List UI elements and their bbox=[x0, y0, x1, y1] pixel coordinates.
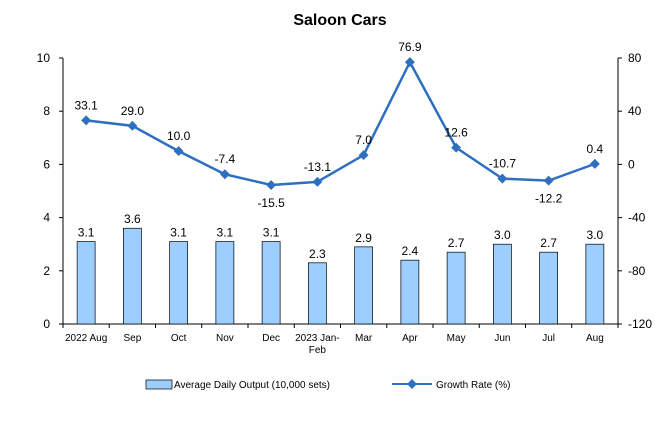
bar-data-label: 2.7 bbox=[540, 236, 557, 250]
x-tick-label: Apr bbox=[402, 333, 418, 344]
y-right-tick-label: -80 bbox=[628, 264, 646, 278]
legend-line-label: Growth Rate (%) bbox=[436, 380, 510, 391]
line-data-label: 0.4 bbox=[587, 142, 604, 156]
y-left-tick-label: 10 bbox=[37, 51, 51, 65]
bar-data-label: 3.6 bbox=[124, 212, 141, 226]
y-left-tick-label: 8 bbox=[43, 104, 50, 118]
line-point bbox=[404, 57, 415, 68]
line-data-label: -13.1 bbox=[304, 160, 332, 174]
y-right-tick-label: 40 bbox=[628, 104, 642, 118]
bar bbox=[215, 241, 235, 325]
legend: Average Daily Output (10,000 sets) Growt… bbox=[145, 379, 510, 391]
line-point bbox=[312, 176, 323, 187]
line-point bbox=[589, 158, 600, 169]
x-tick-label: 2022 Aug bbox=[65, 333, 107, 344]
x-tick-label: Sep bbox=[123, 333, 141, 344]
line-point bbox=[543, 175, 554, 186]
line-data-label: -7.4 bbox=[215, 152, 236, 166]
y-right-tick-label: -40 bbox=[628, 211, 646, 225]
line-data-label: 33.1 bbox=[74, 98, 98, 112]
legend-bar-swatch bbox=[145, 379, 173, 390]
x-tick-label: Mar bbox=[355, 333, 373, 344]
line-series: 33.1 29.0 10.0 -7.4 -15.5 -13.1 7.0 76.9 12.6 -10… bbox=[74, 40, 603, 210]
x-tick-label: Jun bbox=[494, 333, 510, 344]
bar bbox=[169, 241, 188, 325]
line-point bbox=[266, 180, 277, 190]
bar-data-label: 3.1 bbox=[217, 226, 234, 240]
bar-data-label: 3.0 bbox=[587, 228, 604, 242]
line-point bbox=[219, 169, 230, 180]
line-data-label: 76.9 bbox=[398, 40, 422, 54]
y-left-tick-label: 4 bbox=[43, 211, 50, 225]
bar-data-label: 3.1 bbox=[170, 226, 187, 240]
chart-title: Saloon Cars bbox=[293, 12, 386, 29]
bar-data-label: 3.0 bbox=[494, 228, 511, 242]
y-right-tick-label: 0 bbox=[628, 157, 635, 171]
bar-data-label: 2.7 bbox=[448, 236, 465, 250]
x-tick-label: Dec bbox=[262, 333, 280, 344]
bar-series: 3.1 3.6 3.1 3.1 3.1 2.3 2.9 2.4 2.7 3.0 2.7 3.0 bbox=[76, 212, 605, 325]
line-point bbox=[451, 142, 462, 153]
bar-data-label: 3.1 bbox=[263, 226, 280, 240]
line-data-label: 7.0 bbox=[355, 133, 372, 147]
bar bbox=[76, 241, 96, 325]
line-data-label: -15.5 bbox=[257, 196, 285, 210]
bar bbox=[539, 251, 558, 325]
x-tick-label: Nov bbox=[216, 333, 234, 344]
bar bbox=[493, 243, 512, 325]
bar bbox=[446, 251, 466, 325]
bar-data-label: 2.9 bbox=[355, 231, 372, 245]
line-point bbox=[127, 120, 138, 131]
x-tick-label: Jul bbox=[542, 333, 555, 344]
line-point bbox=[358, 150, 369, 161]
line-data-label: -12.2 bbox=[535, 192, 563, 206]
line-point bbox=[81, 115, 92, 126]
bar bbox=[308, 262, 327, 325]
axes: 0 2 4 6 8 10 -120 -80 -40 0 40 80 2022 Aug Sep Oct Nov D… bbox=[37, 51, 653, 356]
line-data-label: 10.0 bbox=[167, 129, 191, 143]
x-tick-label: Aug bbox=[586, 333, 604, 344]
bar bbox=[585, 243, 605, 325]
bar-data-label: 2.4 bbox=[402, 244, 419, 258]
y-right-tick-label: -120 bbox=[628, 317, 652, 331]
line-data-label: 12.6 bbox=[444, 126, 468, 140]
x-tick-label: May bbox=[447, 333, 466, 344]
bar bbox=[400, 259, 420, 325]
bar-data-label: 2.3 bbox=[309, 247, 326, 261]
bar bbox=[123, 227, 142, 325]
bar-data-label: 3.1 bbox=[78, 226, 95, 240]
y-right-tick-label: 80 bbox=[628, 51, 642, 65]
bar bbox=[261, 241, 281, 325]
line-data-label: -10.7 bbox=[489, 157, 517, 171]
x-tick-label: 2023 Jan-Feb bbox=[295, 333, 339, 356]
growth-rate-line bbox=[85, 60, 596, 187]
x-tick-label: Oct bbox=[171, 333, 187, 344]
line-data-label: 29.0 bbox=[121, 104, 145, 118]
legend-bar-label: Average Daily Output (10,000 sets) bbox=[174, 380, 330, 391]
y-left-tick-label: 0 bbox=[43, 317, 50, 331]
line-point bbox=[497, 173, 508, 184]
line-point bbox=[173, 146, 184, 157]
bar bbox=[354, 246, 373, 325]
y-left-tick-label: 6 bbox=[43, 157, 50, 171]
y-left-tick-label: 2 bbox=[43, 264, 50, 278]
legend-line-marker bbox=[407, 379, 417, 389]
